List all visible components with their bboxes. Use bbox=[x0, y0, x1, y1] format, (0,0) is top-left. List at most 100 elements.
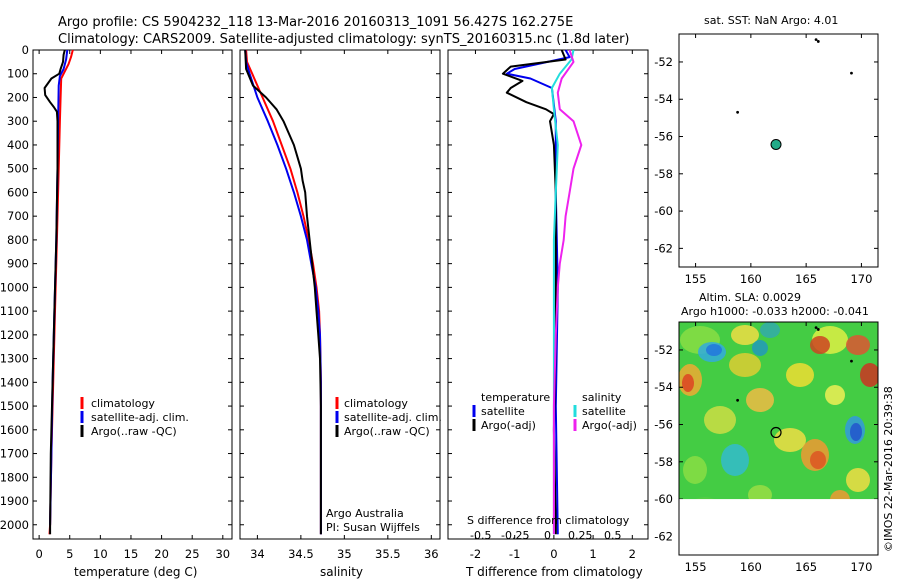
x-tick-label: 5 bbox=[66, 547, 73, 561]
salinity-legend-climatology: climatology bbox=[344, 397, 408, 410]
difference-legend-t-satellite: satellite bbox=[481, 405, 525, 418]
credit-text: ©IMOS 22-Mar-2016 20:39:38 bbox=[882, 386, 895, 552]
map-island-point bbox=[814, 326, 818, 329]
map-y-tick-label: -52 bbox=[654, 55, 673, 69]
sla-field-blob bbox=[825, 385, 845, 405]
depth-tick-label: 400 bbox=[7, 138, 29, 152]
x-tick-label: 10 bbox=[93, 547, 108, 561]
depth-tick-label: 1900 bbox=[0, 494, 29, 508]
sla-map-frame bbox=[678, 321, 879, 556]
map-island-point bbox=[814, 38, 818, 41]
salinity-legend-satellite: satellite-adj. clim. bbox=[344, 411, 442, 424]
depth-tick-label: 1200 bbox=[0, 328, 29, 342]
map-island-point bbox=[816, 328, 820, 331]
difference-legend: temperature satellite Argo(-adj) salinit… bbox=[472, 391, 637, 432]
depth-tick-label: 2000 bbox=[0, 518, 29, 532]
map-x-tick-label: 165 bbox=[795, 560, 817, 574]
temperature-legend: climatology satellite-adj. clim. Argo(..… bbox=[80, 397, 189, 438]
map-x-tick-label: 170 bbox=[850, 272, 872, 286]
x-tick-label: 34 bbox=[250, 547, 265, 561]
depth-tick-label: 100 bbox=[7, 67, 29, 81]
sla-field-blob bbox=[746, 388, 774, 412]
map-x-tick-label: 160 bbox=[740, 272, 762, 286]
salinity-annotation-pi: PI: Susan Wijffels bbox=[326, 521, 420, 534]
sla-field-blob bbox=[682, 374, 694, 392]
map-y-tick-label: -52 bbox=[654, 343, 673, 357]
x-tick-label: -1 bbox=[509, 547, 520, 561]
depth-tick-label: 1100 bbox=[0, 304, 29, 318]
map-island-point bbox=[816, 40, 820, 43]
temperature-legend-satellite: satellite-adj. clim. bbox=[91, 411, 189, 424]
map-y-tick-label: -54 bbox=[654, 380, 673, 394]
argo-float-location bbox=[770, 426, 782, 439]
sst-map-panel: sat. SST: NaN Argo: 4.01 155 160 165 170 -52… bbox=[654, 14, 879, 286]
depth-tick-label: 0 bbox=[22, 43, 29, 57]
x-tick-label: 30 bbox=[215, 547, 230, 561]
sla-map-content: 155 160 165 170 -52 -54 -56 -58 -60 -62 bbox=[654, 322, 878, 574]
temperature-panel: 0100200300400500600700800900100011001200… bbox=[0, 43, 233, 579]
difference-s-tick-3: 0.25 bbox=[568, 529, 593, 542]
series-line-argo-raw-qc- bbox=[43, 49, 66, 535]
sla-field-blob bbox=[860, 363, 878, 387]
temperature-legend-argo: Argo(..raw -QC) bbox=[91, 425, 177, 438]
sla-field-blob bbox=[846, 468, 870, 492]
depth-tick-label: 500 bbox=[7, 162, 29, 176]
difference-legend-t-argo: Argo(-adj) bbox=[481, 419, 536, 432]
difference-s-tick-0: -0.5 bbox=[470, 529, 491, 542]
map-y-tick-label: -56 bbox=[654, 130, 673, 144]
x-tick-label: 25 bbox=[185, 547, 200, 561]
sla-field-blob bbox=[850, 423, 862, 441]
map-island-point bbox=[850, 359, 853, 363]
sla-field-blob bbox=[752, 340, 768, 356]
sla-field-blob bbox=[760, 322, 780, 338]
sst-map-title: sat. SST: NaN Argo: 4.01 bbox=[704, 14, 838, 27]
argo-float-marker bbox=[770, 138, 782, 150]
temperature-lines bbox=[43, 49, 74, 535]
salinity-panel: 34 34.5 35 35.5 36 salinity climatology sate… bbox=[239, 49, 442, 579]
map-x-tick-label: 170 bbox=[850, 560, 872, 574]
series-line-argo-raw-qc- bbox=[244, 49, 322, 535]
sla-map-title-line2: Argo h1000: -0.033 h2000: -0.041 bbox=[681, 305, 869, 318]
sla-field-blob bbox=[846, 335, 870, 355]
sla-field-blob bbox=[810, 336, 830, 354]
difference-s-tick-2: 0 bbox=[544, 529, 551, 542]
x-tick-label: 20 bbox=[154, 547, 169, 561]
depth-tick-label: 800 bbox=[7, 233, 29, 247]
depth-tick-label: 1000 bbox=[0, 280, 29, 294]
x-tick-label: 34.5 bbox=[288, 547, 314, 561]
x-tick-label: 0 bbox=[550, 547, 557, 561]
figure-title-line1: Argo profile: CS 5904232_118 13-Mar-2016… bbox=[58, 15, 573, 30]
x-tick-label: 2 bbox=[629, 547, 636, 561]
depth-tick-label: 200 bbox=[7, 90, 29, 104]
difference-legend-s-argo: Argo(-adj) bbox=[582, 419, 637, 432]
figure-title-line2: Climatology: CARS2009. Satellite-adjuste… bbox=[58, 32, 630, 47]
series-line-salinity-satellite bbox=[550, 49, 575, 535]
difference-lines bbox=[501, 49, 583, 535]
difference-legend-temperature-title: temperature bbox=[481, 391, 550, 404]
sla-field-blob bbox=[683, 456, 707, 484]
salinity-legend-argo: Argo(..raw -QC) bbox=[344, 425, 430, 438]
sla-field-blob bbox=[721, 444, 749, 476]
difference-legend-s-satellite: satellite bbox=[582, 405, 626, 418]
sst-map-frame bbox=[678, 33, 879, 268]
sla-field-blob bbox=[786, 363, 814, 387]
difference-legend-salinity-title: salinity bbox=[582, 391, 622, 404]
map-x-tick-label: 160 bbox=[740, 560, 762, 574]
difference-s-tick-1: -0.25 bbox=[501, 529, 529, 542]
salinity-frame bbox=[239, 49, 441, 540]
depth-tick-label: 1600 bbox=[0, 423, 29, 437]
sla-field-blob bbox=[810, 451, 826, 469]
depth-tick-label: 700 bbox=[7, 209, 29, 223]
map-y-tick-label: -54 bbox=[654, 92, 673, 106]
depth-tick-label: 1700 bbox=[0, 447, 29, 461]
sla-map-panel: Altim. SLA: 0.0029 Argo h1000: -0.033 h2… bbox=[654, 291, 879, 574]
map-y-tick-label: -62 bbox=[654, 529, 673, 543]
difference-s-xlabel: S difference from climatology bbox=[467, 514, 630, 527]
x-tick-label: 35 bbox=[337, 547, 352, 561]
map-x-tick-label: 155 bbox=[685, 272, 707, 286]
difference-ticks: -2 -1 0 1 2 bbox=[448, 49, 648, 561]
map-island-point bbox=[850, 71, 853, 75]
depth-tick-label: 600 bbox=[7, 185, 29, 199]
sla-map-title-line1: Altim. SLA: 0.0029 bbox=[699, 291, 801, 304]
sla-field-blob bbox=[774, 428, 806, 452]
